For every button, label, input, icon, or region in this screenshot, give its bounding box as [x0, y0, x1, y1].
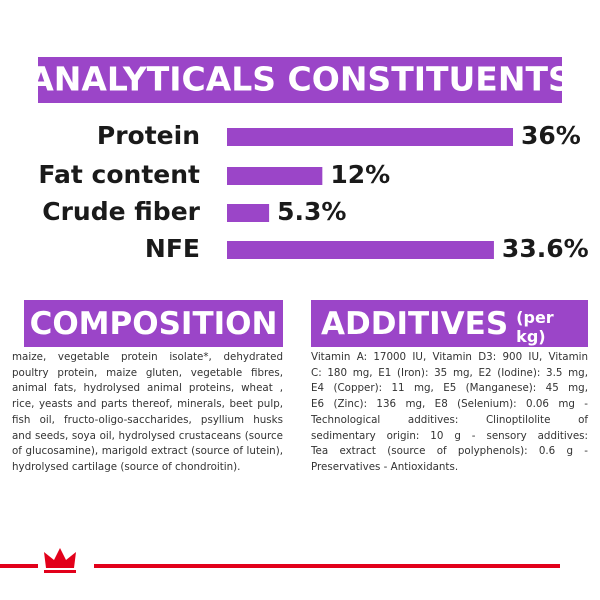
category-label: Protein: [97, 121, 200, 150]
text-line: hydrolysed cartilage (source of chondroi…: [12, 460, 241, 473]
text-line: sedimentary origin: 10 g - sensory addit…: [311, 429, 588, 442]
composition-text: maize, vegetable protein isolate*, dehyd…: [12, 350, 283, 476]
bar: [227, 167, 323, 185]
bar: [227, 128, 513, 146]
text-line: fish oil, fructo-oligo-saccharides, psyl…: [12, 413, 283, 426]
bar: [227, 204, 270, 222]
composition-header: COMPOSITION: [24, 300, 283, 347]
logo-base: [44, 570, 76, 573]
text-line: of glucosamine), marigold extract (sourc…: [12, 445, 283, 458]
text-line: Preservatives - Antioxidants.: [311, 460, 459, 473]
bar: [227, 241, 494, 259]
title-band: [38, 57, 562, 103]
text-line: Tea extract (source of polyphenols): 0.6…: [311, 445, 588, 458]
additives-title: ADDITIVES: [321, 305, 509, 342]
chart: ANALYTICALS CONSTITUENTS Protein 36% Fat c…: [28, 57, 589, 263]
value-label: 33.6%: [502, 234, 589, 263]
value-label: 12%: [330, 160, 390, 189]
value-label: 36%: [521, 121, 581, 150]
text-line: poultry protein, maize gluten, vegetable…: [12, 366, 283, 379]
category-label: Fat content: [38, 160, 200, 189]
text-line: maize, vegetable protein isolate*, dehyd…: [12, 351, 283, 363]
logo-bg: [38, 548, 94, 578]
value-label: 5.3%: [277, 197, 346, 226]
text-line: E4 (Copper): 11 mg, E5 (Manganese): 45 m…: [311, 382, 588, 395]
additives-unit: (per kg): [516, 307, 554, 346]
additives-header: ADDITIVES (per kg): [311, 300, 588, 347]
footer-line: [0, 564, 560, 568]
text-line: rice, yeasts and parts thereof, minerals…: [12, 398, 283, 411]
additives-text: Vitamin A: 17000 IU, Vitamin D3: 900 IU,…: [311, 350, 588, 476]
logo-crown: [44, 548, 76, 568]
category-label: Crude fiber: [42, 197, 200, 226]
text-line: animal fats, hydrolysed animal proteins,…: [12, 382, 283, 395]
composition-title: COMPOSITION: [29, 305, 278, 342]
category-label: NFE: [145, 234, 200, 263]
text-line: E6 (Zinc): 136 mg, E8 (Selenium): 0.06 m…: [311, 398, 588, 411]
text-line: C: 180 mg, E1 (Iron): 35 mg, E2 (Iodine)…: [311, 366, 588, 379]
text-line: Technological additives: Clinoptilolite …: [311, 413, 588, 426]
text-line: Vitamin A: 17000 IU, Vitamin D3: 900 IU,…: [311, 351, 588, 363]
text-line: and seeds, soya oil, hydrolysed crustace…: [12, 429, 283, 442]
chart-title: ANALYTICALS CONSTITUENTS: [28, 60, 572, 99]
